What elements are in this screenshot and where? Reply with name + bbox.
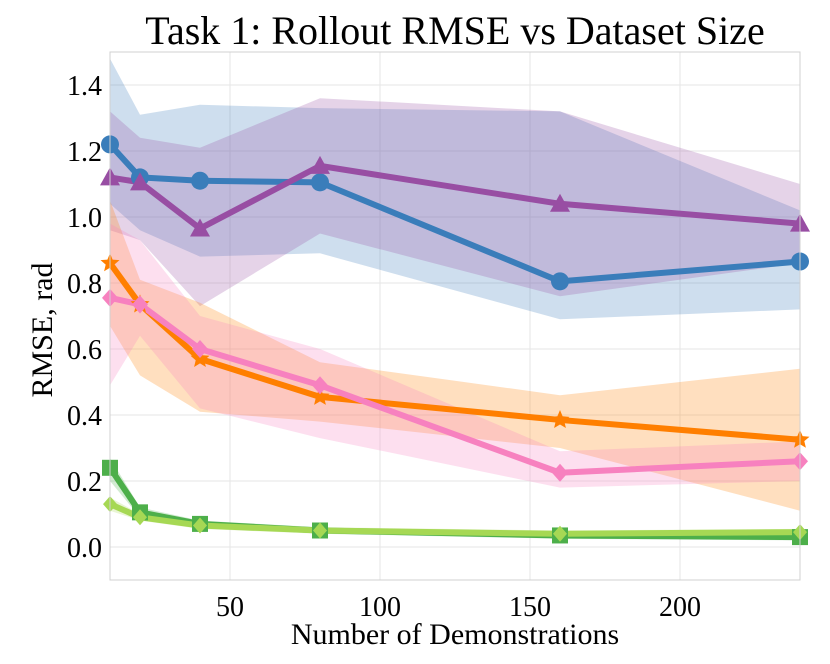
marker-light-green	[313, 522, 327, 539]
plot-frame	[109, 51, 801, 581]
marker-light-green	[133, 509, 147, 526]
x-tick-label: 50	[216, 592, 244, 623]
marker-pink	[192, 340, 208, 358]
marker-light-green	[553, 525, 567, 542]
tick-labels: 50 100 150 200 0.0 0.2 0.4 0.6 0.8 1.0 1.2 1.4	[67, 71, 701, 623]
y-tick-label: 0.4	[67, 401, 102, 432]
marker-blue	[551, 272, 569, 291]
y-tick-label: 0.2	[67, 467, 102, 498]
band-purple	[110, 98, 800, 307]
marker-light-green	[193, 517, 207, 534]
marker-pink	[312, 376, 328, 395]
series-markers	[100, 135, 810, 546]
band-orange	[110, 200, 800, 511]
y-tick-label: 1.0	[67, 203, 102, 234]
marker-pink	[132, 295, 148, 314]
marker-purple	[550, 193, 570, 212]
marker-orange	[550, 410, 570, 428]
marker-blue	[191, 171, 209, 190]
x-tick-label: 150	[509, 592, 551, 623]
y-axis-label: RMSE, rad	[26, 263, 59, 398]
marker-pink	[552, 463, 568, 482]
series-line-orange	[110, 260, 800, 443]
y-tick-label: 0.6	[67, 335, 102, 366]
x-axis-label: Number of Demonstrations	[291, 618, 619, 651]
marker-orange	[310, 386, 330, 405]
y-tick-label: 1.2	[67, 137, 102, 168]
marker-purple	[310, 155, 330, 174]
x-tick-label: 200	[659, 592, 701, 623]
y-tick-label: 1.4	[67, 71, 102, 102]
marker-purple	[130, 172, 150, 191]
y-tick-label: 0.8	[67, 269, 102, 300]
chart-title: Task 1: Rollout RMSE vs Dataset Size	[145, 8, 764, 53]
marker-blue	[311, 173, 329, 192]
x-tick-label: 100	[359, 592, 401, 623]
y-tick-label: 0.0	[67, 533, 102, 564]
marker-purple	[190, 218, 210, 237]
band-pink	[110, 223, 800, 488]
